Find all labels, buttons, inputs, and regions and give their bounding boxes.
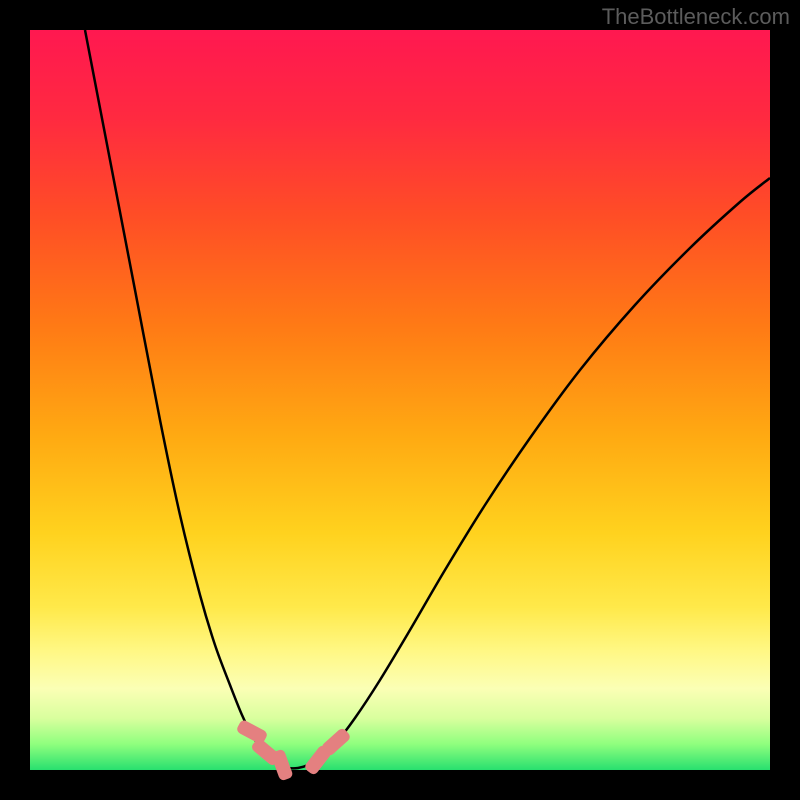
plot-area <box>30 30 770 770</box>
watermark: TheBottleneck.com <box>602 4 790 30</box>
bottleneck-curve <box>30 30 770 770</box>
curve-path <box>85 30 770 768</box>
